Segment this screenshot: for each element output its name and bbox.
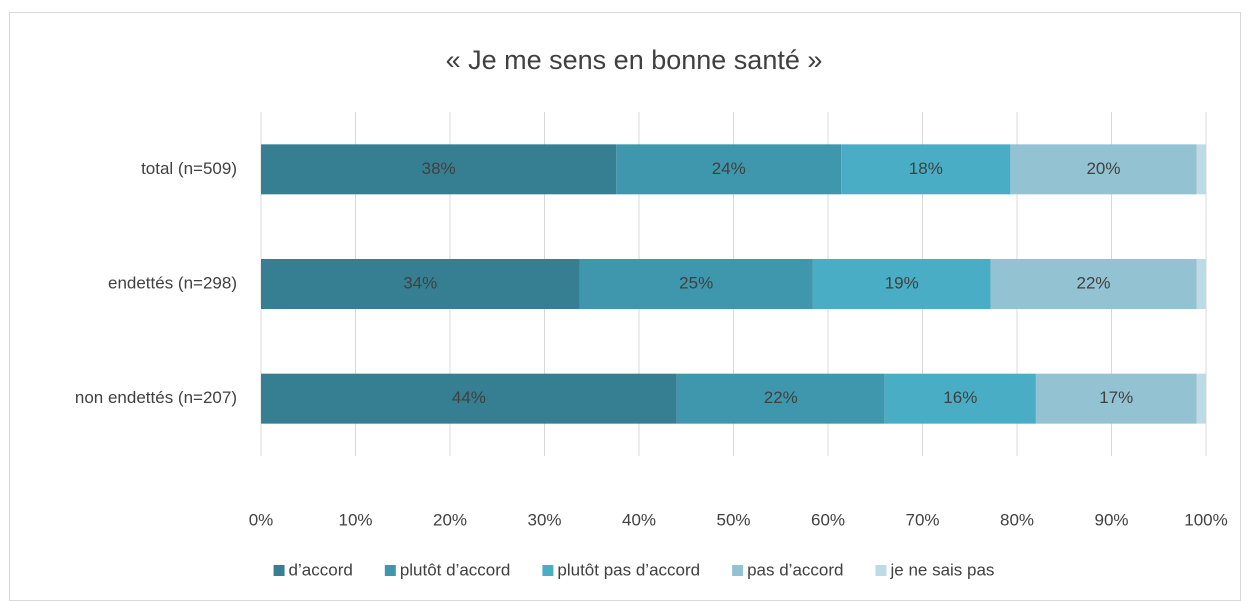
- bar-segment: [261, 373, 677, 424]
- bar-segment: [1196, 144, 1206, 195]
- x-tick-label: 50%: [716, 510, 750, 529]
- bar-segment: [884, 373, 1036, 424]
- bar-segment: [1196, 259, 1206, 309]
- bar-segment: [1196, 373, 1206, 424]
- legend-swatch: [875, 565, 887, 576]
- bar-segment: [261, 144, 617, 195]
- x-tick-label: 70%: [905, 510, 939, 529]
- data-label: 19%: [885, 273, 919, 292]
- data-label: 44%: [452, 388, 486, 407]
- bar-segment: [676, 373, 885, 424]
- y-tick-label: total (n=509): [141, 159, 237, 178]
- legend-label: pas d’accord: [747, 560, 843, 579]
- y-tick-label: non endettés (n=207): [75, 388, 237, 407]
- data-label: 24%: [712, 159, 746, 178]
- legend-label: plutôt pas d’accord: [557, 560, 700, 579]
- data-label: 18%: [909, 159, 943, 178]
- data-label: 38%: [422, 159, 456, 178]
- x-tick-label: 30%: [527, 510, 561, 529]
- x-tick-label: 20%: [433, 510, 467, 529]
- data-label: 34%: [403, 273, 437, 292]
- bar-segment: [990, 259, 1197, 309]
- data-label: 22%: [764, 388, 798, 407]
- legend-label: plutôt d’accord: [400, 560, 511, 579]
- data-label: 20%: [1086, 159, 1120, 178]
- data-label: 16%: [943, 388, 977, 407]
- legend-swatch: [542, 565, 554, 576]
- bar-segment: [261, 259, 580, 309]
- x-tick-label: 10%: [338, 510, 372, 529]
- bar-segment: [616, 144, 842, 195]
- bar-segment: [841, 144, 1011, 195]
- bar-segment: [1010, 144, 1197, 195]
- bar-segment: [1035, 373, 1197, 424]
- y-tick-label: endettés (n=298): [108, 273, 237, 292]
- legend-swatch: [732, 565, 744, 576]
- legend-swatch: [273, 565, 285, 576]
- x-tick-label: 60%: [811, 510, 845, 529]
- bar-segment: [812, 259, 991, 309]
- data-label: 25%: [679, 273, 713, 292]
- data-label: 22%: [1077, 273, 1111, 292]
- bar-segment: [579, 259, 813, 309]
- legend-label: d’accord: [289, 560, 353, 579]
- x-tick-label: 100%: [1184, 510, 1227, 529]
- legend-swatch: [384, 565, 396, 576]
- data-label: 17%: [1099, 388, 1133, 407]
- x-tick-label: 80%: [1000, 510, 1034, 529]
- chart-title: « Je me sens en bonne santé »: [446, 45, 823, 75]
- legend-label: je ne sais pas: [889, 560, 994, 579]
- x-tick-label: 0%: [249, 510, 274, 529]
- x-tick-label: 40%: [622, 510, 656, 529]
- x-tick-label: 90%: [1094, 510, 1128, 529]
